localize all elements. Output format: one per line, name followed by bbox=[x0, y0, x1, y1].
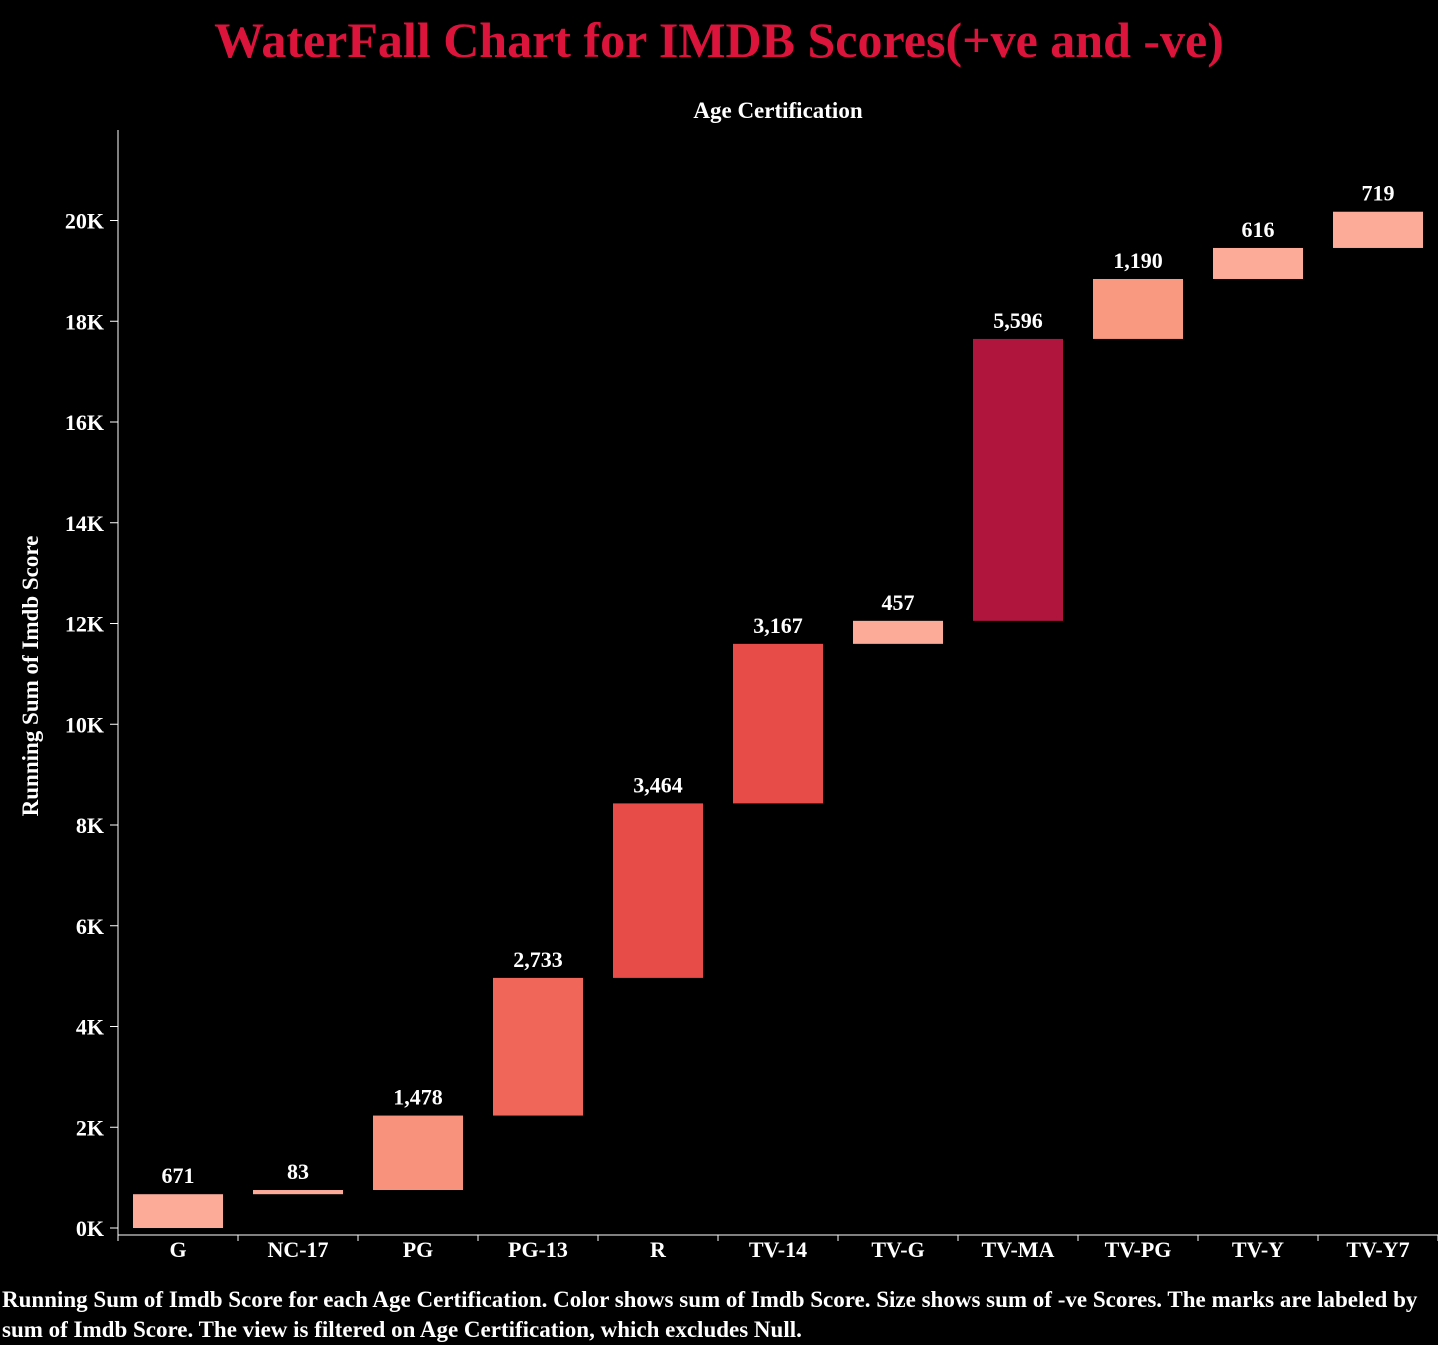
data-label: 3,167 bbox=[753, 613, 803, 638]
x-tick-label: PG-13 bbox=[508, 1237, 568, 1262]
waterfall-bar bbox=[1093, 278, 1183, 339]
waterfall-bar bbox=[613, 803, 703, 978]
waterfall-bar bbox=[373, 1115, 463, 1191]
x-tick-label: TV-MA bbox=[982, 1237, 1055, 1262]
waterfall-bar bbox=[733, 643, 823, 804]
y-tick-label: 8K bbox=[76, 813, 104, 838]
waterfall-bar bbox=[973, 338, 1063, 621]
waterfall-bar bbox=[853, 620, 943, 644]
data-label: 3,464 bbox=[633, 772, 683, 797]
chart-title: WaterFall Chart for IMDB Scores(+ve and … bbox=[214, 12, 1224, 68]
y-tick-label: 18K bbox=[65, 309, 104, 334]
y-tick-label: 12K bbox=[65, 612, 104, 637]
data-label: 83 bbox=[287, 1159, 309, 1184]
y-axis-label: Running Sum of Imdb Score bbox=[18, 536, 43, 817]
data-label: 457 bbox=[882, 590, 915, 615]
y-tick-label: 6K bbox=[76, 914, 104, 939]
waterfall-bar bbox=[1333, 211, 1423, 248]
waterfall-bar bbox=[133, 1194, 223, 1228]
x-axis: G NC-17 PG PG-13 R TV-14 TV-G TV-MA TV-PG TV-Y TV-… bbox=[117, 1234, 1438, 1262]
data-label: 1,478 bbox=[393, 1085, 443, 1110]
column-header: Age Certification bbox=[693, 98, 862, 123]
x-tick-label: PG bbox=[403, 1237, 434, 1262]
data-label: 5,596 bbox=[993, 308, 1043, 333]
y-tick-label: 2K bbox=[76, 1115, 104, 1140]
x-tick-label: TV-G bbox=[871, 1237, 924, 1262]
waterfall-bar bbox=[1213, 247, 1303, 279]
data-label: 671 bbox=[162, 1163, 195, 1188]
bars-group: 671 83 1,478 2,733 3,464 3,167 457 5,596 1,190 61… bbox=[133, 181, 1423, 1228]
data-label: 1,190 bbox=[1113, 248, 1163, 273]
x-tick-label: TV-Y bbox=[1232, 1237, 1284, 1262]
y-tick-label: 0K bbox=[76, 1216, 104, 1241]
y-tick-label: 16K bbox=[65, 410, 104, 435]
y-tick-label: 10K bbox=[65, 712, 104, 737]
x-tick-label: TV-Y7 bbox=[1346, 1237, 1409, 1262]
x-tick-label: R bbox=[650, 1237, 667, 1262]
x-tick-label: G bbox=[169, 1237, 186, 1262]
waterfall-bar bbox=[493, 977, 583, 1116]
x-tick-label: NC-17 bbox=[267, 1237, 328, 1262]
data-label: 616 bbox=[1242, 217, 1275, 242]
x-tick-label: TV-PG bbox=[1105, 1237, 1172, 1262]
y-tick-label: 20K bbox=[65, 209, 104, 234]
waterfall-bar bbox=[253, 1190, 343, 1195]
data-label: 2,733 bbox=[513, 947, 563, 972]
y-axis: 0K 2K 4K 6K 8K 10K 12K 14K 16K 18K 20K bbox=[65, 130, 119, 1241]
y-tick-label: 4K bbox=[76, 1015, 104, 1040]
footer-caption: Running Sum of Imdb Score for each Age C… bbox=[2, 1287, 1418, 1342]
waterfall-chart: Age Certification Running Sum of Imdb Sc… bbox=[18, 98, 1438, 1262]
y-tick-label: 14K bbox=[65, 511, 104, 536]
x-tick-label: TV-14 bbox=[749, 1237, 807, 1262]
data-label: 719 bbox=[1362, 181, 1395, 206]
